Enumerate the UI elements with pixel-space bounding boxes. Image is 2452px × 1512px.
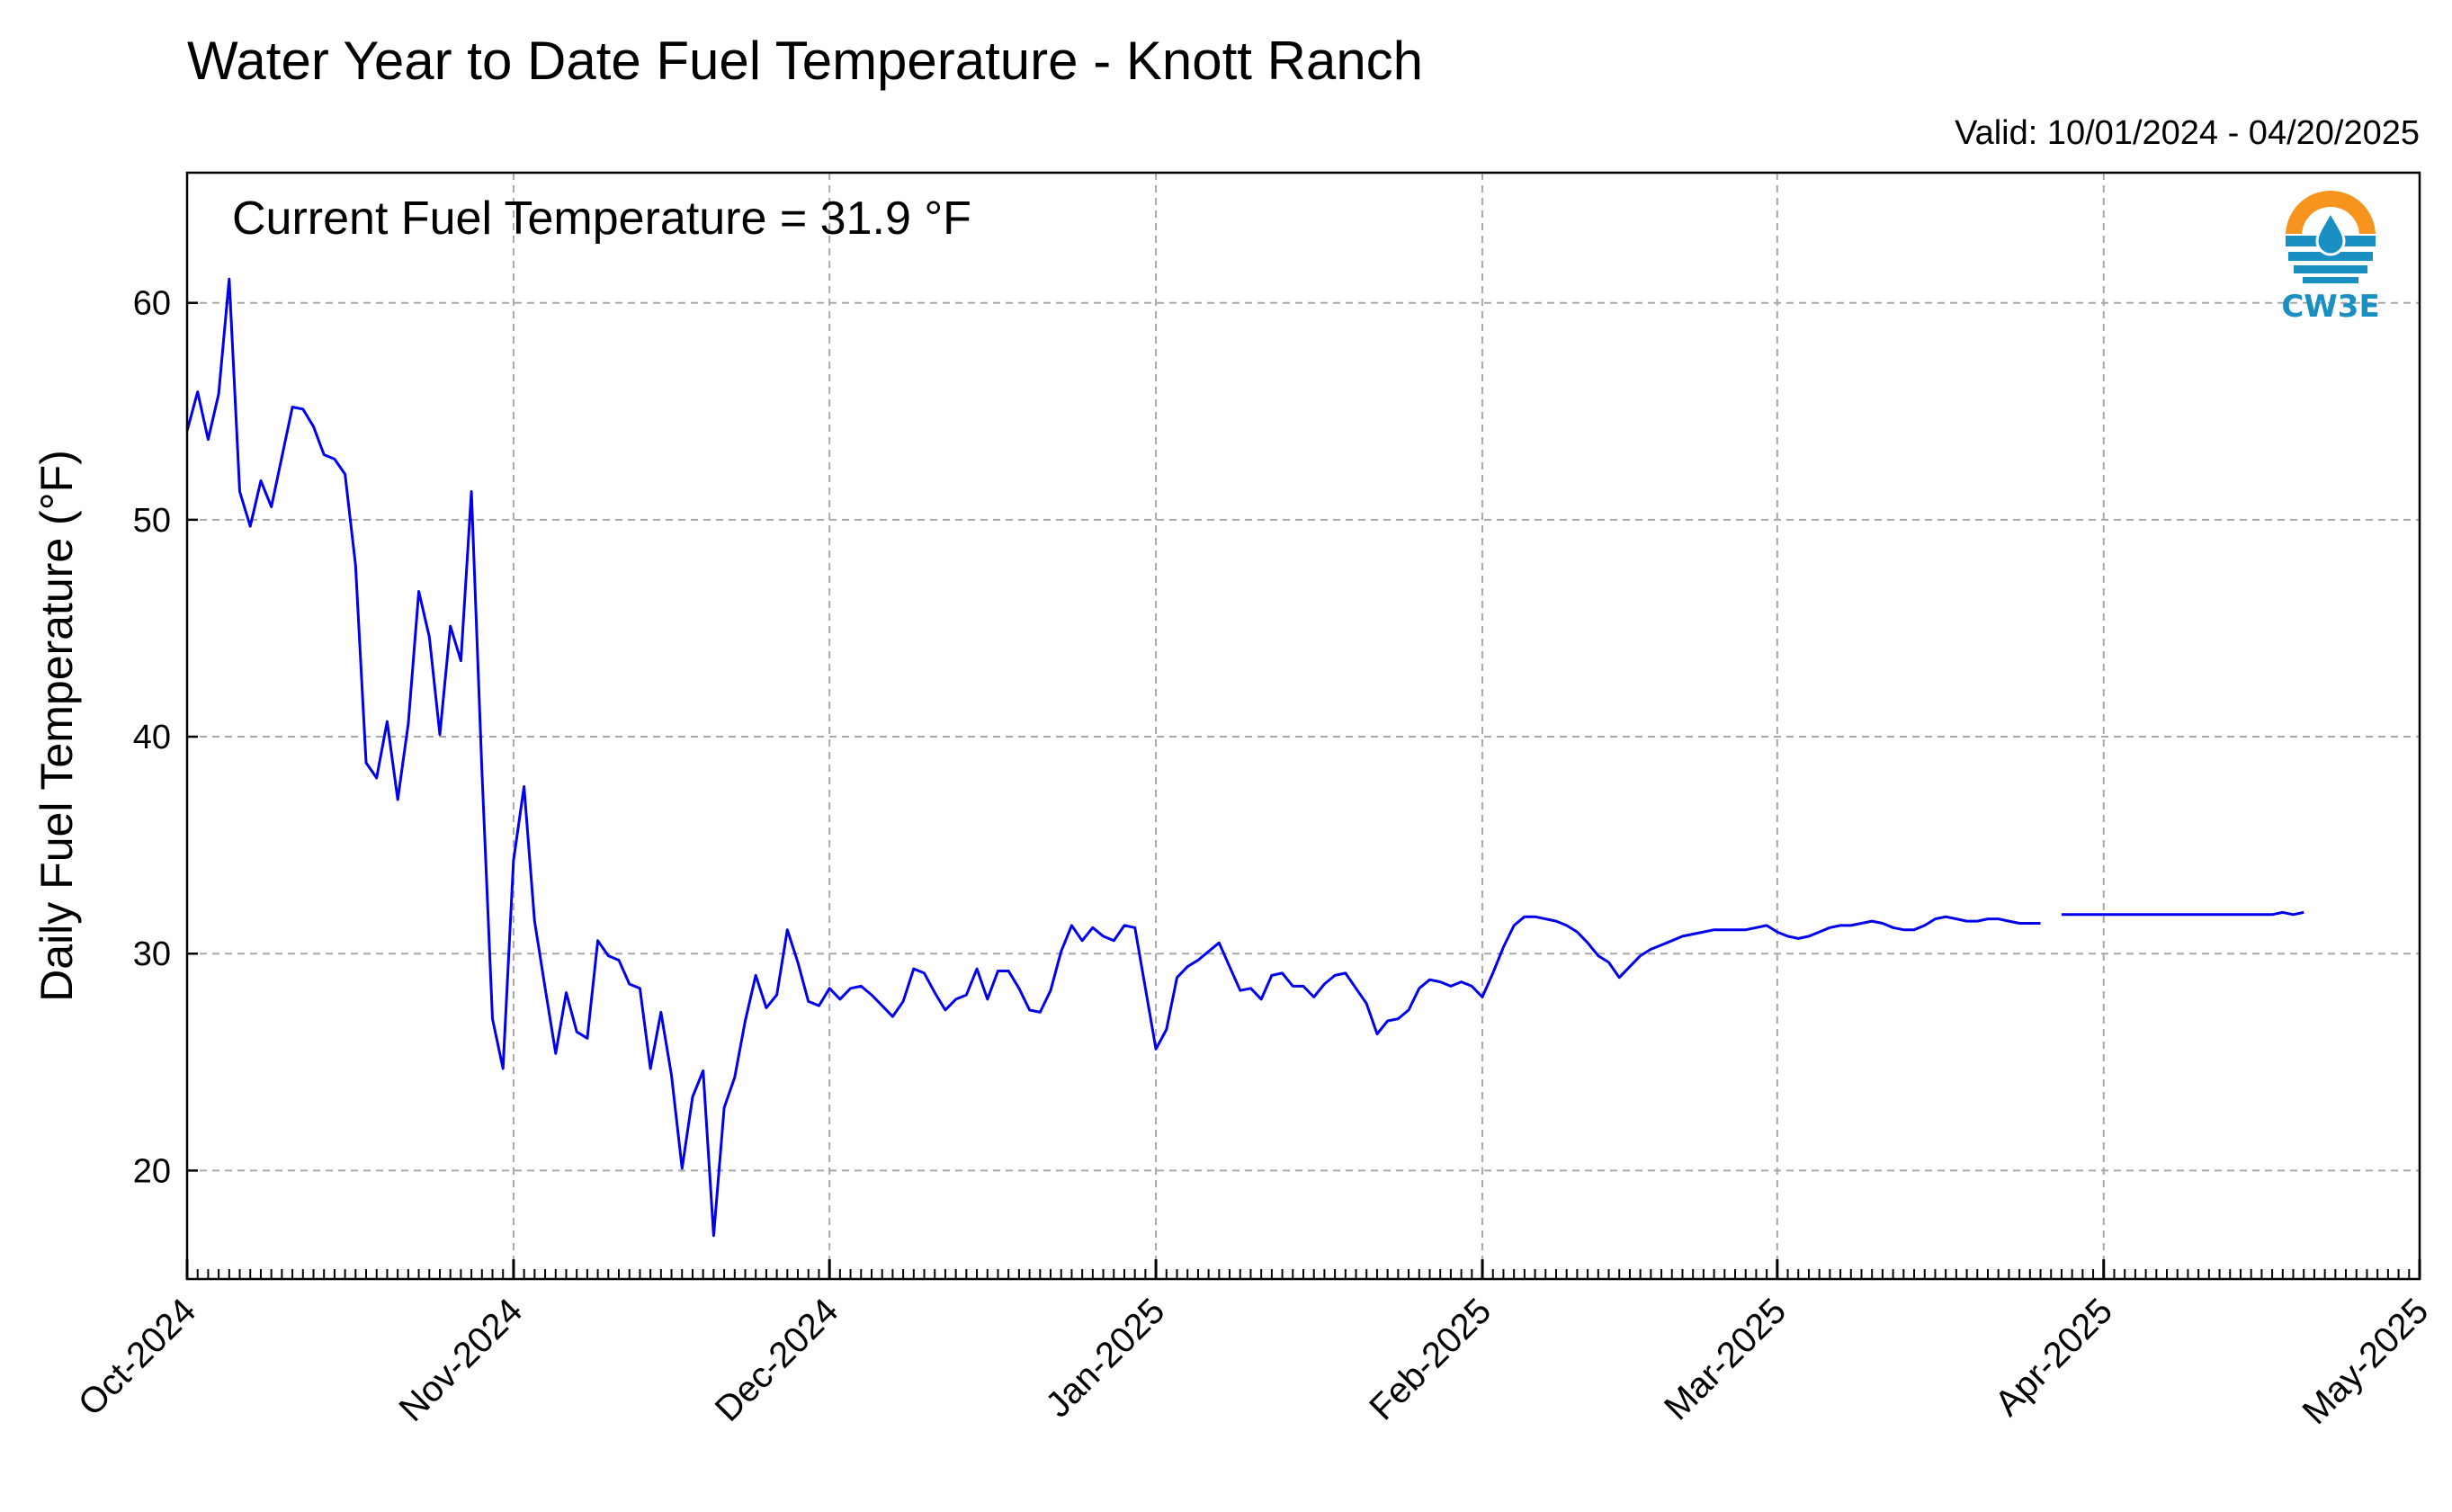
- x-tick-label: Apr-2025: [1988, 1291, 2120, 1423]
- x-tick-label: Oct-2024: [71, 1291, 203, 1423]
- x-minor-ticks: [186, 1269, 2421, 1279]
- y-tick-label: 30: [133, 935, 171, 973]
- grid-lines: [186, 173, 2421, 1279]
- logo-text: CW3E: [2281, 289, 2379, 325]
- chart-title: Water Year to Date Fuel Temperature - Kn…: [187, 31, 1423, 91]
- y-tick-label: 40: [133, 719, 171, 756]
- plot-area-frame: [185, 171, 2421, 1281]
- y-tick-label: 50: [133, 502, 171, 540]
- x-tick-label: May-2025: [2295, 1291, 2436, 1432]
- x-tick-label: Mar-2025: [1657, 1291, 1794, 1427]
- y-axis-ticks: 20 30 40 50 60: [133, 285, 198, 1190]
- y-tick-label: 20: [133, 1152, 171, 1190]
- series-line-segment: [185, 277, 2041, 1238]
- valid-date-range: Valid: 10/01/2024 - 04/20/2025: [1955, 114, 2420, 152]
- x-tick-label: Feb-2025: [1362, 1291, 1499, 1427]
- x-tick-label: Jan-2025: [1038, 1291, 1172, 1425]
- y-axis-label: Daily Fuel Temperature (°F): [31, 450, 82, 1002]
- fuel-temperature-series: [185, 277, 2304, 1238]
- y-tick-label: 60: [133, 285, 171, 323]
- x-tick-label: Dec-2024: [708, 1291, 846, 1429]
- x-axis-tick-labels: Oct-2024 Nov-2024 Dec-2024 Jan-2025 Feb-2025…: [71, 1291, 2436, 1432]
- cw3e-logo: CW3E: [2281, 191, 2380, 325]
- water-drop-icon: [2281, 191, 2380, 286]
- series-line-segment: [2061, 910, 2304, 917]
- current-fuel-temperature-annotation: Current Fuel Temperature = 31.9 °F: [232, 192, 971, 245]
- x-tick-label: Nov-2024: [392, 1291, 531, 1429]
